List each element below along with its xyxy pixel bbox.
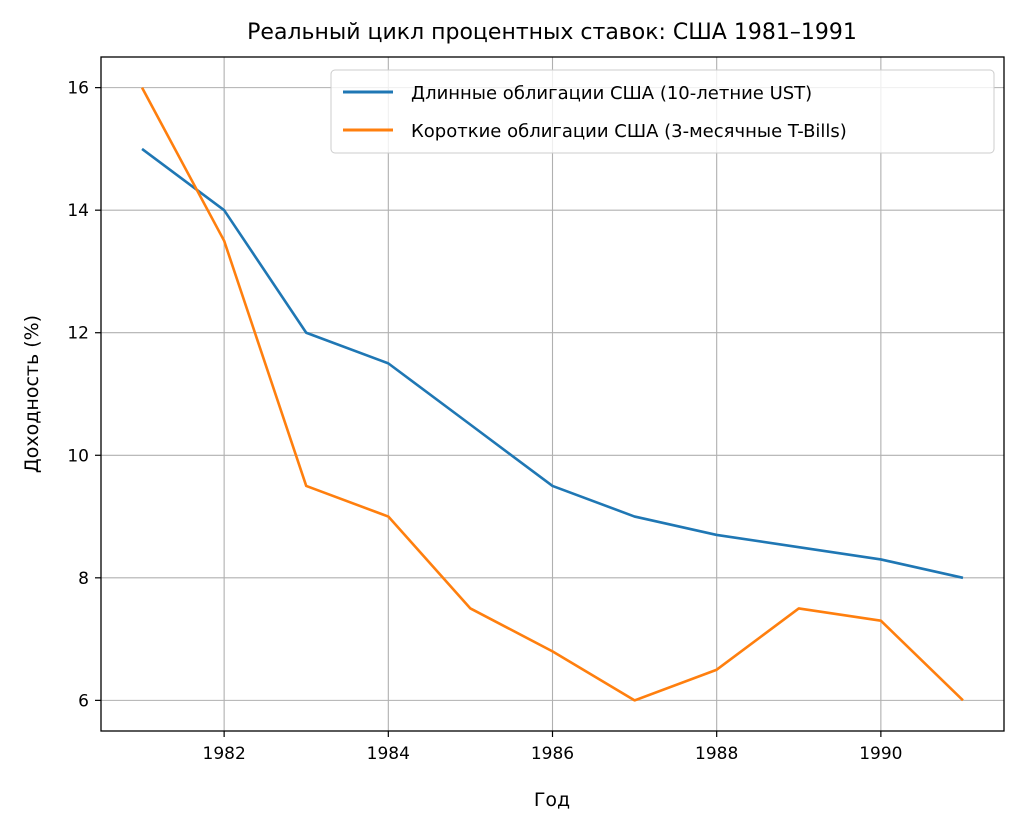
ticks: 1982 1984 1986 1988 1990 6 8 10 12 14 16: [67, 79, 902, 764]
grid: [101, 57, 1004, 731]
legend: Длинные облигации США (10-летние UST) Ко…: [330, 69, 995, 154]
legend-box: [330, 69, 995, 154]
chart-title: Реальный цикл процентных ставок: США 198…: [247, 20, 857, 45]
y-tick-label: 16: [67, 79, 89, 99]
x-tick-label: 1984: [367, 744, 410, 764]
x-axis-label: Год: [534, 789, 570, 811]
y-tick-label: 6: [78, 691, 89, 711]
y-tick-label: 10: [67, 446, 89, 466]
short-bills-line: [140, 87, 964, 702]
x-tick-label: 1990: [859, 744, 902, 764]
x-tick-label: 1988: [695, 744, 738, 764]
y-tick-label: 12: [67, 324, 89, 344]
x-tick-label: 1986: [531, 744, 574, 764]
series-lines: [140, 87, 964, 702]
legend-label-short: Короткие облигации США (3-месячные T-Bil…: [411, 121, 847, 142]
y-tick-label: 14: [67, 201, 89, 221]
legend-label-long: Длинные облигации США (10-летние UST): [411, 83, 812, 104]
y-axis-label: Доходность (%): [21, 315, 43, 473]
y-tick-label: 8: [78, 569, 89, 589]
long-bonds-line: [141, 147, 964, 580]
x-tick-label: 1982: [203, 744, 246, 764]
